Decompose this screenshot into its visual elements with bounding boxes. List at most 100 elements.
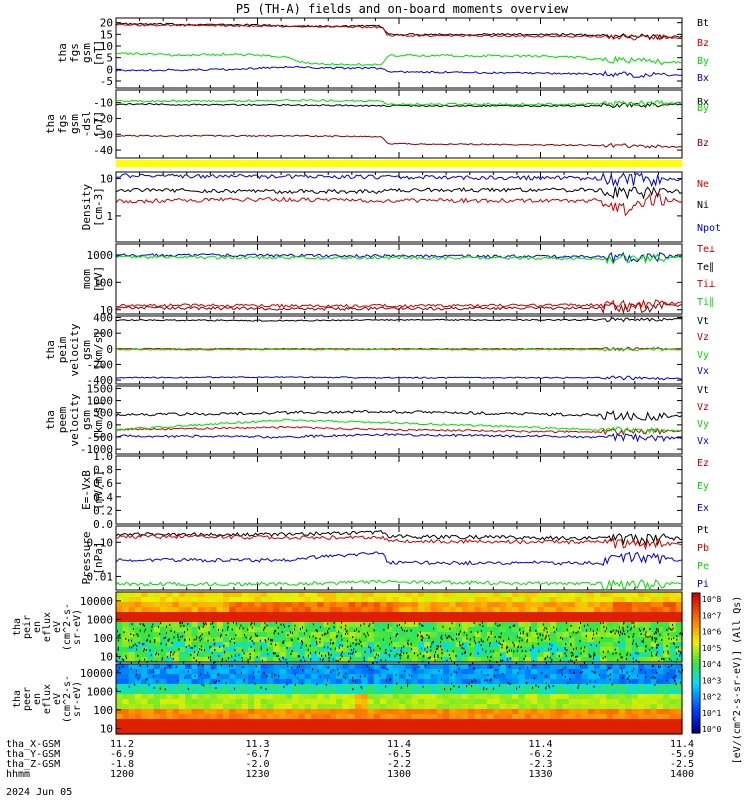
spectrogram-cell bbox=[612, 602, 620, 608]
spectrogram-cell bbox=[392, 607, 400, 613]
speckle bbox=[647, 636, 649, 639]
spectrogram-cell bbox=[455, 699, 463, 705]
speckle bbox=[524, 655, 526, 658]
spectrogram-cell bbox=[392, 597, 400, 603]
spectrogram-cell bbox=[581, 617, 589, 623]
spectrogram-cell bbox=[323, 657, 331, 663]
spectrogram-cell bbox=[191, 652, 199, 658]
spectrogram-cell bbox=[606, 684, 614, 690]
spectrogram-cell bbox=[185, 612, 193, 618]
spectrogram-cell bbox=[505, 632, 513, 638]
y-axis-label: tha bbox=[56, 43, 69, 63]
spectrogram-cell bbox=[166, 684, 174, 690]
spectrogram-cell bbox=[310, 597, 318, 603]
spectrogram-cell bbox=[336, 669, 343, 675]
speckle bbox=[584, 624, 585, 627]
spectrogram-cell bbox=[367, 689, 375, 695]
speckle bbox=[427, 646, 428, 649]
speckle bbox=[286, 661, 288, 664]
speckle bbox=[175, 665, 177, 668]
spectrogram-cell bbox=[405, 719, 413, 725]
spectrogram-cell bbox=[116, 592, 123, 598]
speckle bbox=[291, 649, 293, 652]
spectrogram-cell bbox=[562, 669, 570, 675]
spectrogram-cell bbox=[631, 729, 639, 735]
spectrogram-cell bbox=[581, 724, 589, 730]
spectrogram-cell bbox=[669, 607, 677, 613]
spectrogram-cell bbox=[336, 617, 343, 623]
spectrogram-cell bbox=[122, 704, 130, 710]
spectrogram-cell bbox=[361, 669, 369, 675]
spectrogram-cell bbox=[279, 627, 287, 633]
spectrogram-cell bbox=[191, 602, 199, 608]
spectrogram-cell bbox=[317, 709, 325, 715]
spectrogram-cell bbox=[675, 714, 683, 720]
spectrogram-cell bbox=[386, 617, 394, 623]
spectrogram-cell bbox=[461, 632, 469, 638]
spectrogram-cell bbox=[310, 602, 318, 608]
spectrogram-cell bbox=[285, 719, 293, 725]
speckle bbox=[312, 668, 313, 671]
spectrogram-cell bbox=[153, 724, 161, 730]
spectrogram-cell bbox=[147, 612, 155, 618]
spectrogram-cell bbox=[430, 674, 438, 680]
speckle bbox=[421, 635, 423, 638]
speckle bbox=[356, 642, 358, 645]
spectrogram-cell bbox=[216, 709, 224, 715]
spectrogram-cell bbox=[549, 627, 557, 633]
speckle bbox=[586, 629, 587, 632]
speckle bbox=[310, 658, 312, 661]
speckle bbox=[359, 639, 361, 642]
speckle bbox=[411, 648, 413, 650]
spectrogram-cell bbox=[178, 602, 186, 608]
spectrogram-cell bbox=[417, 597, 425, 603]
speckle bbox=[447, 636, 449, 639]
spectrogram-cell bbox=[348, 679, 356, 685]
spectrogram-cell bbox=[248, 689, 255, 695]
speckle bbox=[330, 648, 332, 651]
speckle bbox=[517, 646, 519, 649]
speckle bbox=[187, 623, 189, 625]
spectrogram-cell bbox=[556, 689, 564, 695]
spectrogram-cell bbox=[285, 709, 293, 715]
speckle bbox=[545, 675, 547, 678]
spectrogram-cell bbox=[128, 709, 136, 715]
spectrogram-cell bbox=[399, 622, 406, 628]
spectrogram-cell bbox=[329, 632, 337, 638]
spectrogram-cell bbox=[204, 679, 211, 685]
spectrogram-cell bbox=[216, 704, 224, 710]
speckle bbox=[523, 657, 525, 660]
legend-Ey: Ey bbox=[697, 481, 709, 492]
spectrogram-cell bbox=[399, 674, 406, 680]
spectrogram-cell bbox=[474, 607, 482, 613]
spectrogram-cell bbox=[166, 699, 174, 705]
speckle bbox=[370, 651, 372, 654]
spectrogram-cell bbox=[147, 622, 155, 628]
spectrogram-cell bbox=[210, 699, 218, 705]
spectrogram-cell bbox=[241, 617, 249, 623]
spectrogram-cell bbox=[304, 617, 312, 623]
spectrogram-cell bbox=[336, 642, 343, 648]
spectrogram-cell bbox=[116, 627, 123, 633]
spectrogram-cell bbox=[587, 622, 595, 628]
speckle bbox=[659, 665, 661, 668]
spectrogram-cell bbox=[575, 612, 582, 618]
spectrogram-cell bbox=[424, 664, 432, 670]
y-tick-label: 1000 bbox=[87, 395, 114, 408]
speckle bbox=[516, 635, 518, 638]
spectrogram-cell bbox=[172, 684, 180, 690]
speckle bbox=[146, 639, 148, 642]
spectrogram-cell bbox=[323, 689, 331, 695]
spectrogram-cell bbox=[424, 592, 432, 598]
spectrogram-cell bbox=[417, 592, 425, 598]
spectrogram-cell bbox=[568, 652, 576, 658]
spectrogram-cell bbox=[273, 719, 281, 725]
spectrogram-cell bbox=[543, 652, 551, 658]
speckle bbox=[375, 653, 377, 656]
ephemeris-value: 11.2 bbox=[110, 739, 134, 750]
spectrogram-cell bbox=[279, 669, 287, 675]
ephemeris-value: -6.7 bbox=[245, 749, 269, 760]
speckle bbox=[482, 625, 484, 628]
spectrogram-cell bbox=[505, 607, 513, 613]
speckle bbox=[136, 644, 138, 647]
